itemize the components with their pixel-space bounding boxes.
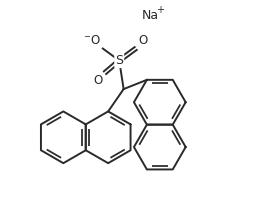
Text: O: O bbox=[93, 74, 103, 87]
Text: Na: Na bbox=[142, 9, 159, 22]
Text: +: + bbox=[156, 5, 164, 15]
Text: S: S bbox=[115, 54, 123, 67]
Text: $^{-}$O: $^{-}$O bbox=[83, 34, 101, 48]
Text: O: O bbox=[138, 34, 147, 48]
